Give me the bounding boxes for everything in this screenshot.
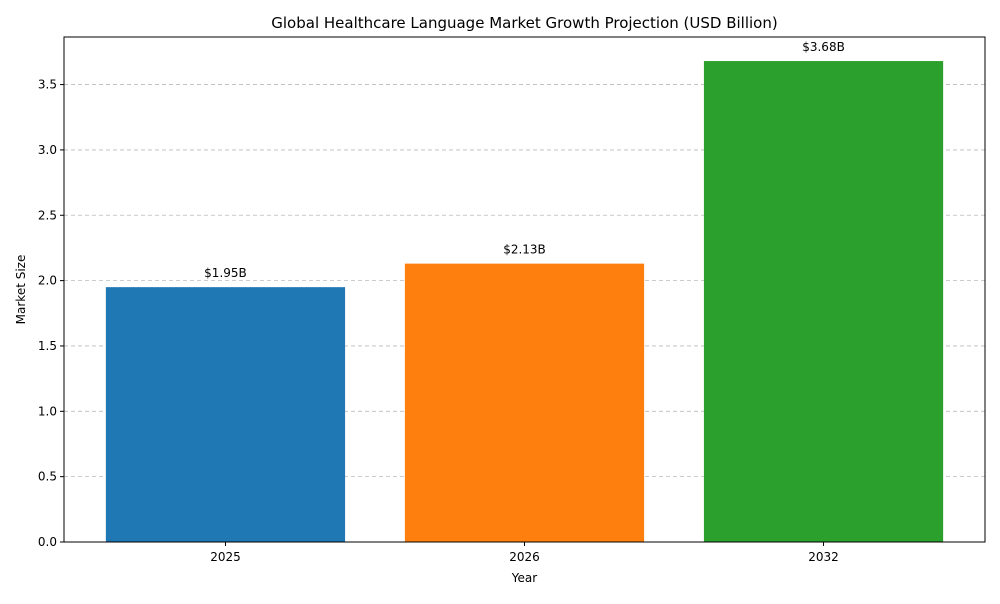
x-tick-label: 2032 xyxy=(808,550,839,564)
y-tick-label: 3.0 xyxy=(38,143,57,157)
x-axis-label: Year xyxy=(511,571,537,585)
data-label: $3.68B xyxy=(802,40,845,54)
x-tick-label: 2025 xyxy=(210,550,241,564)
bar-2026 xyxy=(404,263,645,542)
y-tick-label: 2.5 xyxy=(38,208,57,222)
y-tick-label: 3.5 xyxy=(38,78,57,92)
data-label: $1.95B xyxy=(204,266,247,280)
y-tick-label: 1.5 xyxy=(38,339,57,353)
y-tick-label: 2.0 xyxy=(38,274,57,288)
y-tick-label: 0.5 xyxy=(38,470,57,484)
x-tick-label: 2026 xyxy=(509,550,540,564)
y-tick-label: 1.0 xyxy=(38,404,57,418)
bar-2032 xyxy=(703,61,944,543)
bar-2025 xyxy=(105,287,346,542)
data-label: $2.13B xyxy=(503,243,546,257)
chart-title: Global Healthcare Language Market Growth… xyxy=(271,14,777,32)
y-tick-label: 0.0 xyxy=(38,535,57,549)
y-axis-label: Market Size xyxy=(14,255,28,325)
plot-frame xyxy=(63,36,986,543)
